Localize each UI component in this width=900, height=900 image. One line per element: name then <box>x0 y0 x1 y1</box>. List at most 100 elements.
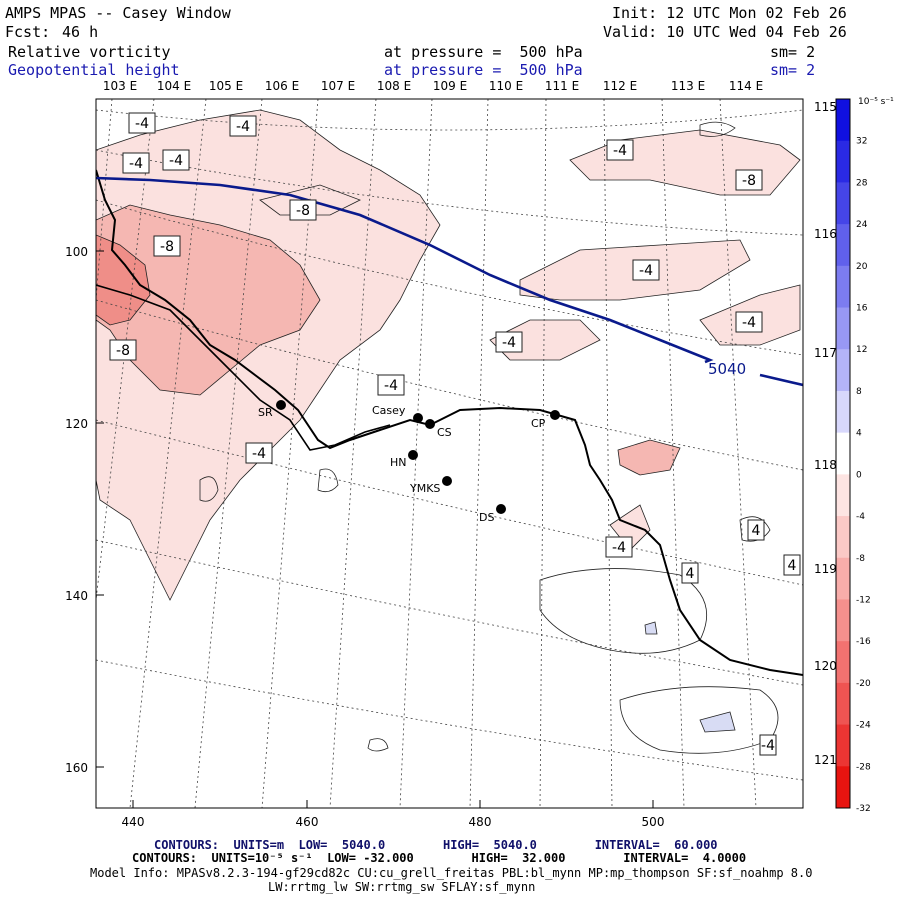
svg-text:HN: HN <box>390 456 407 469</box>
svg-text:-4: -4 <box>761 738 775 754</box>
station-cs[interactable]: CS <box>425 419 452 439</box>
longitude-labels: 103 E 104 E 105 E 106 E 107 E 108 E 109 … <box>103 79 763 93</box>
x-axis: 440 460 480 500 <box>122 815 665 829</box>
colorbar-label: 0 <box>856 470 862 480</box>
lon-label: 113 E <box>671 79 705 93</box>
lon-label: 108 E <box>377 79 411 93</box>
colorbar-swatch <box>836 99 850 142</box>
y-tick-label: 140 <box>65 589 88 603</box>
lon-label: 111 E <box>545 79 579 93</box>
vorticity-label: 4 <box>747 519 765 541</box>
svg-text:-4: -4 <box>135 116 149 132</box>
svg-text:-4: -4 <box>613 143 627 159</box>
vorticity-label: -8 <box>735 169 763 191</box>
lon-label: 109 E <box>433 79 467 93</box>
lon-label: 103 E <box>103 79 137 93</box>
vorticity-label: -8 <box>109 339 137 361</box>
pos-vorticity-spot <box>644 621 658 635</box>
colorbar-swatch <box>836 390 850 434</box>
colorbar-label: -32 <box>856 804 871 814</box>
station-ymks[interactable]: YMKS <box>409 476 452 495</box>
colorbar-swatch <box>836 599 850 642</box>
svg-text:-4: -4 <box>252 446 266 462</box>
x-tick-label: 480 <box>469 815 492 829</box>
lon-label: 105 E <box>209 79 243 93</box>
contour-line <box>317 468 339 493</box>
colorbar-label: -28 <box>856 762 871 772</box>
colorbar-unit: 10⁻⁵ s⁻¹ <box>858 97 894 107</box>
svg-text:CS: CS <box>437 426 452 439</box>
lon-label: 110 E <box>489 79 523 93</box>
neg-vorticity-spot <box>617 439 681 476</box>
contour-info-vorticity: CONTOURS: UNITS=10⁻⁵ s⁻¹ LOW= -32.000 HI… <box>132 851 747 865</box>
svg-text:SR: SR <box>258 406 273 419</box>
colorbar-frame <box>835 98 851 809</box>
colorbar-swatch <box>836 432 850 475</box>
vorticity-label: -4 <box>229 115 257 137</box>
valid-time: Valid: 10 UTC Wed 04 Feb 26 <box>603 23 847 41</box>
colorbar-label: 4 <box>856 429 862 439</box>
model-info: Model Info: MPASv8.2.3-194-gf29cd82c CU:… <box>90 866 813 880</box>
vorticity-label: 4 <box>783 554 801 576</box>
vorticity-label: -4 <box>122 152 150 174</box>
station-casey[interactable]: Casey <box>372 404 423 423</box>
contour-line <box>367 738 389 752</box>
map-title: AMPS MPAS -- Casey Window <box>5 4 231 22</box>
vorticity-label: -4 <box>605 536 633 558</box>
colorbar-swatch <box>836 265 850 309</box>
colorbar: 32 28 24 20 16 12 8 4 0 -4 -8 -12 -16 -20 -24 -28 -32 <box>835 98 871 814</box>
neg-vorticity-core <box>96 234 151 326</box>
x-tick-label: 500 <box>642 815 665 829</box>
svg-text:-4: -4 <box>384 378 398 394</box>
geopotential-5040-contour <box>96 176 803 387</box>
colorbar-swatch <box>836 224 850 267</box>
svg-text:-4: -4 <box>129 156 143 172</box>
vorticity-label: -4 <box>245 442 273 464</box>
vorticity-label: 4 <box>760 735 776 755</box>
vorticity-label: -4 <box>759 734 777 756</box>
svg-text:4: 4 <box>788 558 797 574</box>
plot-frame <box>95 98 804 809</box>
station-hn[interactable]: HN <box>390 450 418 469</box>
svg-text:Casey: Casey <box>372 404 406 417</box>
x-tick-label: 460 <box>296 815 319 829</box>
contour-line <box>699 121 736 137</box>
station-cp[interactable]: CP <box>531 410 560 430</box>
svg-text:CP: CP <box>531 417 546 430</box>
contour-label-5040: 5040 <box>708 360 746 378</box>
x-tick-label: 440 <box>122 815 145 829</box>
lon-label: 114 E <box>729 79 763 93</box>
axis-tick-marks <box>96 250 654 808</box>
svg-text:-8: -8 <box>742 173 756 189</box>
model-info-line2: LW:rrtmg_lw SW:rrtmg_sw SFLAY:sf_mynn <box>268 880 536 894</box>
contour-info-height: CONTOURS: UNITS=m LOW= 5040.0 HIGH= 5040… <box>154 838 718 852</box>
colorbar-label: -4 <box>856 512 865 522</box>
svg-text:-4: -4 <box>742 315 756 331</box>
y-axis: 100 120 140 160 <box>65 245 88 775</box>
y-tick-label: 120 <box>65 417 88 431</box>
field2-smoothing: sm= 2 <box>770 61 816 79</box>
colorbar-label: 32 <box>856 137 867 147</box>
vorticity-label: -8 <box>153 235 181 257</box>
colorbar-label: -20 <box>856 679 871 689</box>
colorbar-swatch <box>836 641 850 684</box>
lon-label: 104 E <box>157 79 191 93</box>
colorbar-label: 8 <box>856 387 862 397</box>
colorbar-swatch <box>836 682 850 726</box>
station-ds[interactable]: DS <box>479 504 506 524</box>
colorbar-swatch <box>836 724 850 767</box>
colorbar-swatch <box>836 349 850 392</box>
y-tick-label: 160 <box>65 761 88 775</box>
field2-level: at pressure = 500 hPa <box>384 61 583 79</box>
svg-text:-4: -4 <box>639 263 653 279</box>
pos-vorticity-patch <box>699 711 736 733</box>
colorbar-swatch <box>836 307 850 350</box>
field1-name: Relative vorticity <box>8 43 171 61</box>
vorticity-label: -4 <box>377 374 405 396</box>
colorbar-swatch <box>836 140 850 183</box>
colorbar-label: 12 <box>856 345 867 355</box>
field1-level: at pressure = 500 hPa <box>384 43 583 61</box>
station-sr[interactable]: SR <box>258 400 286 419</box>
svg-text:-8: -8 <box>116 343 130 359</box>
